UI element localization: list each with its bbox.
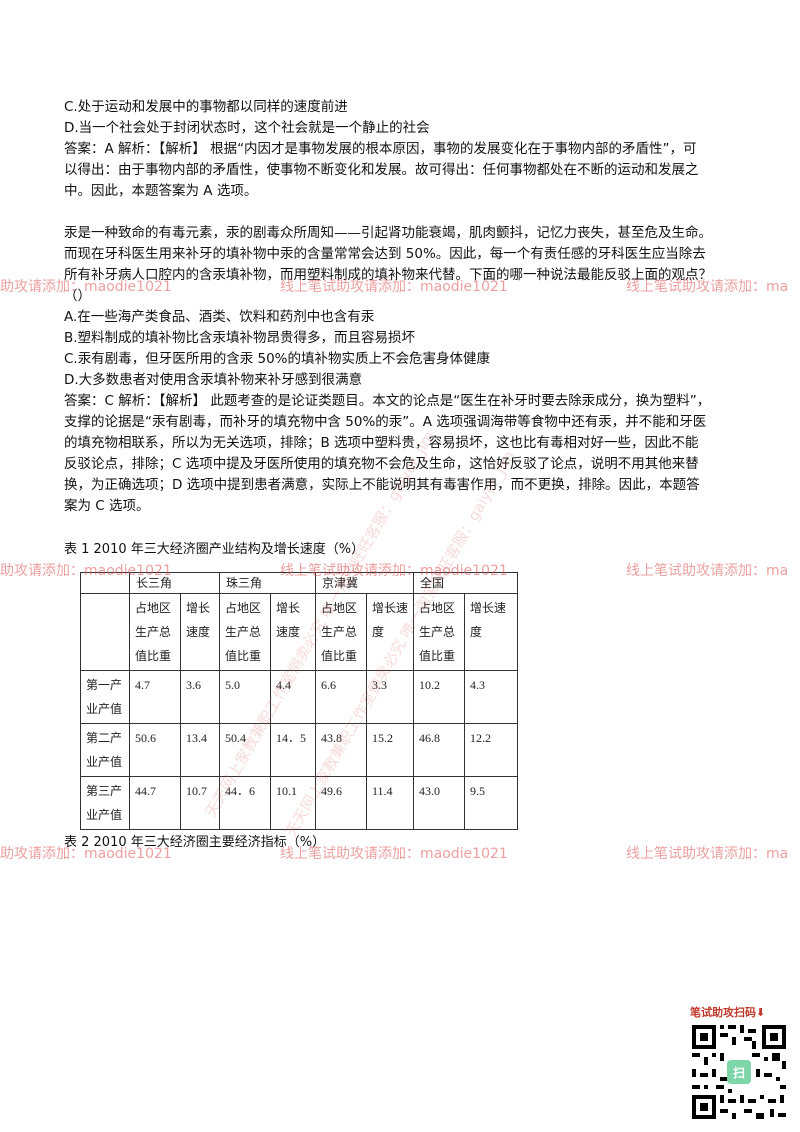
watermark-text: 线上笔试助攻请添加：ma (626, 846, 789, 862)
table-subheader: 增长速度 (270, 593, 316, 671)
table-cell: 5.0 (219, 670, 271, 724)
watermark-text: 线上笔试助攻请添加：maodie1021 (280, 846, 508, 862)
table-cell: 10.7 (180, 776, 220, 830)
table-cell: 49.6 (315, 776, 367, 830)
question-line: 所有补牙病人口腔内的含汞填补物，而用塑料制成的填补物来代替。下面的哪一种说法最能… (64, 267, 712, 283)
row-label: 第三产 业产值 (80, 776, 130, 830)
table-cell: 50.6 (129, 723, 181, 777)
table1-caption: 表 1 2010 年三大经济圈产业结构及增长速度（%） (64, 542, 365, 557)
table-cell: 4.7 (129, 670, 181, 724)
table-cell: 13.4 (180, 723, 220, 777)
table-cell: 4.3 (464, 670, 518, 724)
watermark-text: 线上笔试助攻请添加：maodie1021 (280, 279, 508, 295)
answer-line: 以得出：由于事物内部的矛盾性，使事物不断变化和发展。故可得出：任何事物都处在不断… (64, 162, 699, 178)
qr-center-text: 扫 (732, 1066, 745, 1080)
table-cell: 14．5 (270, 723, 316, 777)
table-subheader: 增长速度 (366, 593, 414, 671)
table-corner-cell (80, 593, 130, 671)
answer-line: 中。因此，本题答案为 A 选项。 (64, 183, 258, 199)
table-cell: 50.4 (219, 723, 271, 777)
qr-code-icon: 扫 (690, 1023, 788, 1121)
qr-title: 笔试助攻扫码⬇ (690, 1006, 766, 1019)
table-subheader: 增长速度 (464, 593, 518, 671)
option-c: C.处于运动和发展中的事物都以同样的速度前进 (64, 99, 348, 115)
table-cell: 3.6 (180, 670, 220, 724)
watermark-text: 助攻请添加：maodie1021 (0, 279, 172, 295)
answer-line: 换，为正确选项；D 选项中提到患者满意，实际上不能说明其有毒害作用，而不更换，排… (64, 477, 700, 493)
row-label: 第二产 业产值 (80, 723, 130, 777)
watermark-text: 助攻请添加：maodie1021 (0, 846, 172, 862)
table-cell: 10.2 (413, 670, 465, 724)
table-cell: 6.6 (315, 670, 367, 724)
question-line: 汞是一种致命的有毒元素，汞的剧毒众所周知——引起肾功能衰竭，肌肉颤抖，记忆力丧失… (64, 225, 712, 241)
answer-line: 反驳论点，排除；C 选项中提及牙医所使用的填充物不会危及生命，这恰好反驳了论点，… (64, 456, 699, 472)
option-c: C.汞有剧毒，但牙医所用的含汞 50%的填补物实质上不会危害身体健康 (64, 351, 491, 367)
row-label: 第一产 业产值 (80, 670, 130, 724)
table-row: 第二产 业产值 50.6 13.4 50.4 14．5 43.8 15.2 46.… (80, 723, 518, 777)
table-cell: 43.0 (413, 776, 465, 830)
qr-block: 笔试助攻扫码⬇ 扫 (690, 1004, 794, 1121)
table-cell: 3.3 (366, 670, 414, 724)
table-subheader: 占地区 生产总 值比重 (413, 593, 465, 671)
table-cell: 4.4 (270, 670, 316, 724)
table-subheader: 占地区 生产总 值比重 (219, 593, 271, 671)
answer-line: 支撑的论据是“汞有剧毒，而补牙的填充物中含 50%的汞”。A 选项强调海带等食物… (64, 414, 707, 430)
table-cell: 15.2 (366, 723, 414, 777)
watermark-text: 线上笔试助攻请添加：ma (626, 563, 789, 579)
table-row: 第三产 业产值 44.7 10.7 44．6 10.1 49.6 11.4 43.… (80, 776, 518, 830)
table-cell: 12.2 (464, 723, 518, 777)
answer-line: 答案：A 解析：【解析】 根据“内因才是事物发展的根本原因，事物的发展变化在于事… (64, 141, 697, 157)
answer-line: 的填充物相联系，所以为无关选项，排除；B 选项中塑料贵，容易损坏，这也比有毒相对… (64, 435, 699, 451)
watermark-text: 助攻请添加：maodie1021 (0, 563, 172, 579)
table-subheader: 占地区 生产总 值比重 (129, 593, 181, 671)
watermark-text: 线上笔试助攻请添加：maodie1021 (280, 563, 508, 579)
table-subheader: 增长速度 (180, 593, 220, 671)
table-cell: 44.7 (129, 776, 181, 830)
table-subheader: 占地区 生产总 值比重 (315, 593, 367, 671)
table-row: 第一产 业产值 4.7 3.6 5.0 4.4 6.6 3.3 10.2 4.3 (80, 670, 518, 724)
option-b: B.塑料制成的填补物比含汞填补物昂贵得多，而且容易损坏 (64, 330, 416, 346)
answer-line: 答案：C 解析：【解析】 此题考查的是论证类题目。本文的论点是“医生在补牙时要去… (64, 393, 711, 409)
option-d: D.当一个社会处于封闭状态时，这个社会就是一个静止的社会 (64, 120, 430, 136)
answer-line: 案为 C 选项。 (64, 498, 150, 514)
table-cell: 9.5 (464, 776, 518, 830)
table2-caption: 表 2 2010 年三大经济圈主要经济指标（%） (64, 835, 326, 850)
option-d: D.大多数患者对使用含汞填补物来补牙感到很满意 (64, 372, 363, 388)
question-line: （） (64, 288, 91, 304)
table-cell: 11.4 (366, 776, 414, 830)
table-cell: 46.8 (413, 723, 465, 777)
watermark-text: 线上笔试助攻请添加：ma (626, 279, 789, 295)
option-a: A.在一些海产类食品、酒类、饮料和药剂中也含有汞 (64, 309, 375, 325)
table1: 长三角 珠三角 京津冀 全国 占地区 生产总 值比重 增长 速度 占地区 生产总 值比重 … (80, 572, 518, 830)
question-line: 而现在牙科医生用来补牙的填补物中汞的含量常常会达到 50%。因此，每一个有责任感… (64, 246, 706, 262)
